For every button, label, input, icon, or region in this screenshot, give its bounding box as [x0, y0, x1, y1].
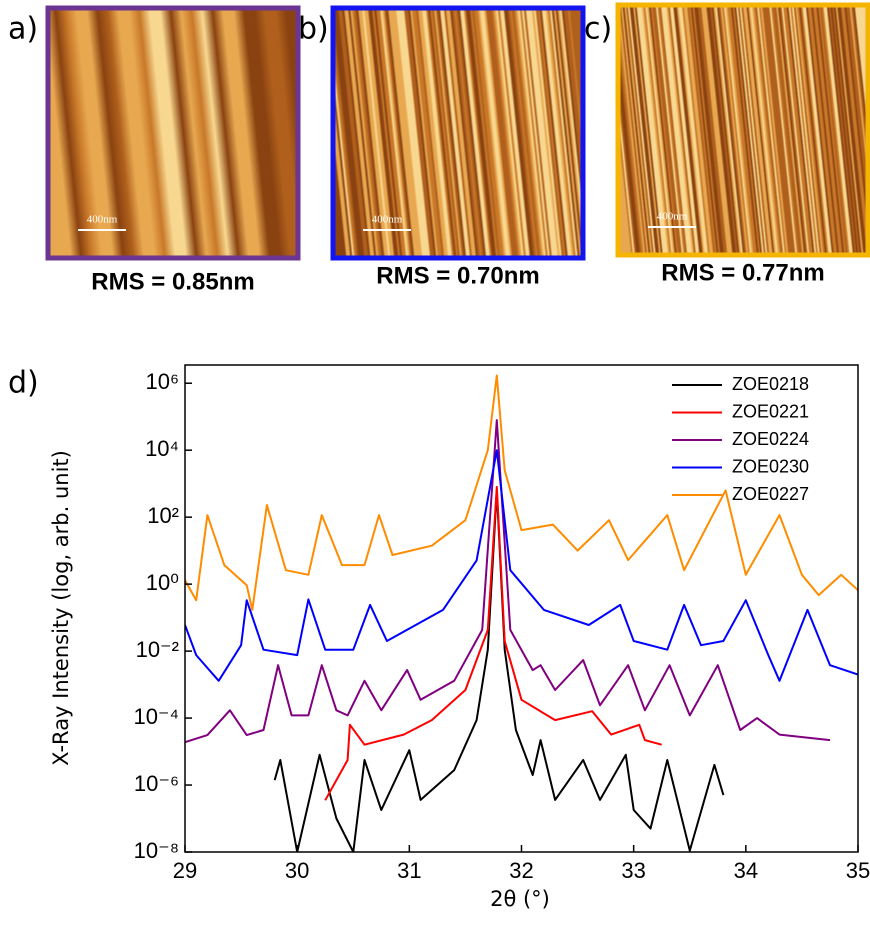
rms-caption: RMS = 0.77nm — [661, 259, 824, 286]
legend-label: ZOE0224 — [732, 429, 809, 449]
y-tick-label: 10² — [147, 503, 179, 528]
y-tick-label: 10⁻⁸ — [134, 838, 179, 863]
data-line — [185, 419, 831, 744]
x-tick-label: 30 — [285, 858, 309, 883]
y-tick-label: 10⁰ — [146, 570, 179, 595]
x-tick-label: 32 — [509, 858, 533, 883]
panel-label: d) — [8, 366, 39, 401]
scale-bar-label: 400nm — [657, 211, 688, 223]
y-tick-label: 10⁶ — [145, 369, 179, 394]
afm-image — [330, 5, 586, 261]
legend-label: ZOE0218 — [732, 374, 809, 394]
y-tick-label: 10⁴ — [145, 436, 179, 461]
panel-label: b) — [298, 12, 329, 47]
x-tick-label: 34 — [734, 858, 758, 883]
x-axis-label: 2θ (°) — [490, 887, 550, 911]
y-tick-label: 10⁻⁶ — [134, 771, 179, 796]
afm-image — [615, 2, 870, 258]
data-line — [185, 374, 858, 611]
x-tick-label: 29 — [173, 858, 197, 883]
y-axis-label: X-Ray Intensity (log, arb. unit) — [49, 450, 73, 766]
panel-label: a) — [8, 12, 38, 47]
legend-label: ZOE0230 — [732, 456, 809, 476]
rms-caption: RMS = 0.85nm — [91, 268, 254, 295]
scale-bar-label: 400nm — [87, 214, 118, 226]
data-line — [185, 449, 858, 682]
data-line — [324, 485, 662, 801]
x-tick-label: 33 — [621, 858, 645, 883]
legend-label: ZOE0227 — [732, 484, 809, 504]
scale-bar-label: 400nm — [372, 214, 403, 226]
panel-label: c) — [584, 12, 612, 47]
rms-caption: RMS = 0.70nm — [376, 262, 539, 289]
y-tick-label: 10⁻² — [136, 637, 179, 662]
legend-label: ZOE0221 — [732, 401, 809, 421]
x-tick-label: 35 — [846, 858, 870, 883]
x-tick-label: 31 — [397, 858, 421, 883]
y-tick-label: 10⁻⁴ — [133, 704, 179, 729]
afm-image — [45, 5, 301, 261]
